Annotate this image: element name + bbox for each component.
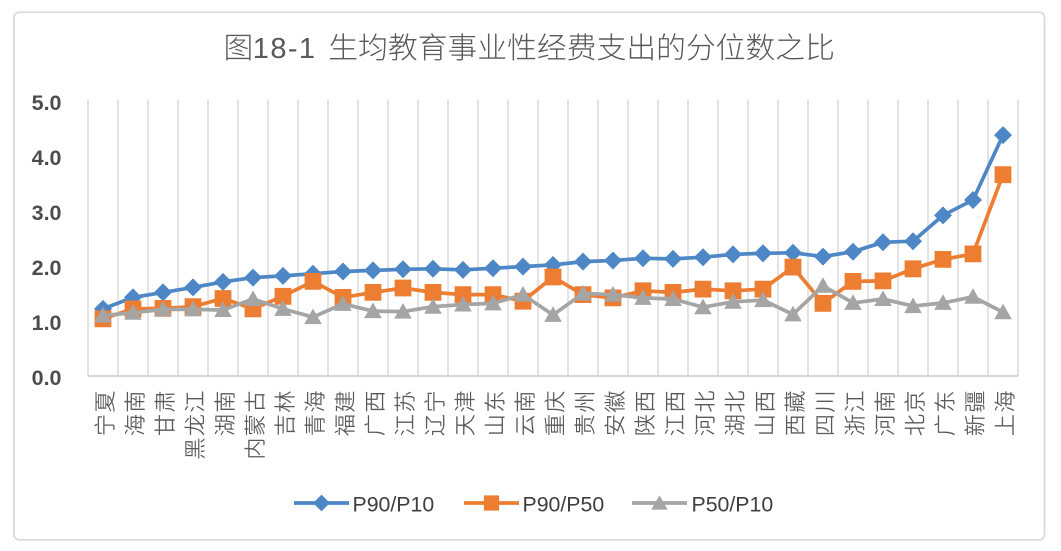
svg-text:4.0: 4.0 [32,146,62,170]
svg-text:1.0: 1.0 [32,311,62,335]
svg-text:3.0: 3.0 [32,201,62,225]
svg-text:0.0: 0.0 [32,366,62,390]
svg-text:P50/P10: P50/P10 [692,492,774,516]
svg-text:P90/P50: P90/P50 [523,492,605,516]
svg-text:P90/P10: P90/P10 [353,492,435,516]
svg-text:5.0: 5.0 [32,91,62,115]
svg-text:2.0: 2.0 [32,256,62,280]
svg-text:18-1: 18-1 [253,33,317,65]
